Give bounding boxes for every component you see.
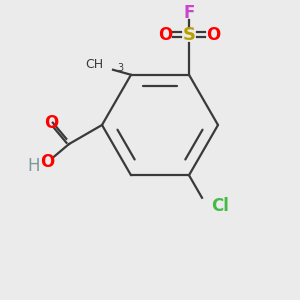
Text: O: O	[206, 26, 220, 44]
Text: F: F	[183, 4, 195, 22]
Text: Cl: Cl	[211, 197, 229, 215]
Text: H: H	[27, 157, 40, 175]
Text: O: O	[44, 114, 58, 132]
Text: 3: 3	[117, 63, 123, 73]
Text: O: O	[40, 153, 55, 171]
Text: O: O	[158, 26, 172, 44]
Text: S: S	[182, 26, 196, 44]
Text: CH: CH	[85, 58, 103, 71]
